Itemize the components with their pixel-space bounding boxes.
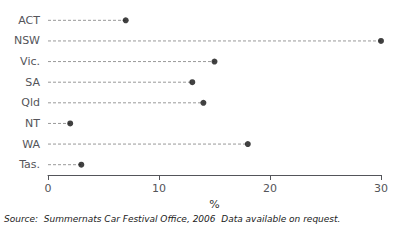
svg-text:10: 10 xyxy=(152,182,166,195)
svg-text:Vic.: Vic. xyxy=(20,55,40,68)
svg-text:NT: NT xyxy=(25,117,40,130)
svg-text:SA: SA xyxy=(25,76,40,89)
svg-text:0: 0 xyxy=(45,182,52,195)
svg-text:ACT: ACT xyxy=(18,14,40,27)
svg-text:WA: WA xyxy=(22,138,40,151)
svg-text:NSW: NSW xyxy=(14,34,40,47)
svg-text:30: 30 xyxy=(374,182,388,195)
svg-text:Source: Summernats Car Festiv: Source: Summernats Car Festival Office, … xyxy=(4,214,340,224)
svg-text:20: 20 xyxy=(263,182,277,195)
svg-text:%: % xyxy=(209,198,219,211)
svg-text:Tas.: Tas. xyxy=(18,158,40,171)
svg-text:Qld: Qld xyxy=(21,96,40,109)
